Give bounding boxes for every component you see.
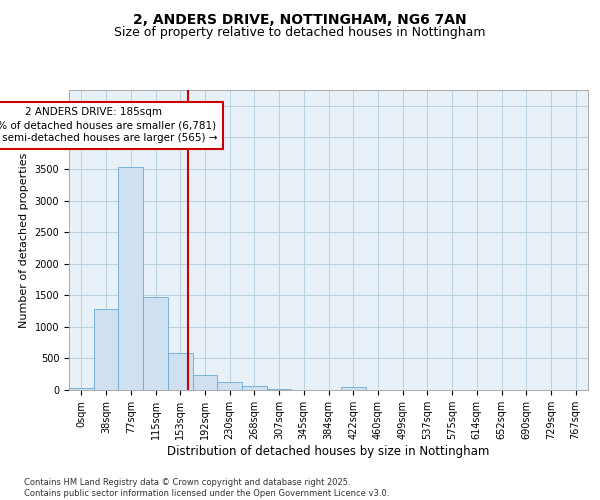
Bar <box>267 389 292 390</box>
Text: Contains HM Land Registry data © Crown copyright and database right 2025.
Contai: Contains HM Land Registry data © Crown c… <box>24 478 389 498</box>
Bar <box>168 352 193 390</box>
Bar <box>69 388 94 390</box>
Y-axis label: Number of detached properties: Number of detached properties <box>19 152 29 328</box>
Bar <box>118 167 143 390</box>
Bar <box>242 386 267 390</box>
Text: 2, ANDERS DRIVE, NOTTINGHAM, NG6 7AN: 2, ANDERS DRIVE, NOTTINGHAM, NG6 7AN <box>133 12 467 26</box>
Bar <box>217 382 242 390</box>
Bar <box>193 375 217 390</box>
Bar <box>94 309 118 390</box>
Text: 2 ANDERS DRIVE: 185sqm
← 92% of detached houses are smaller (6,781)
8% of semi-d: 2 ANDERS DRIVE: 185sqm ← 92% of detached… <box>0 107 218 144</box>
Bar <box>341 387 365 390</box>
X-axis label: Distribution of detached houses by size in Nottingham: Distribution of detached houses by size … <box>167 445 490 458</box>
Text: Size of property relative to detached houses in Nottingham: Size of property relative to detached ho… <box>114 26 486 39</box>
Bar <box>143 296 168 390</box>
